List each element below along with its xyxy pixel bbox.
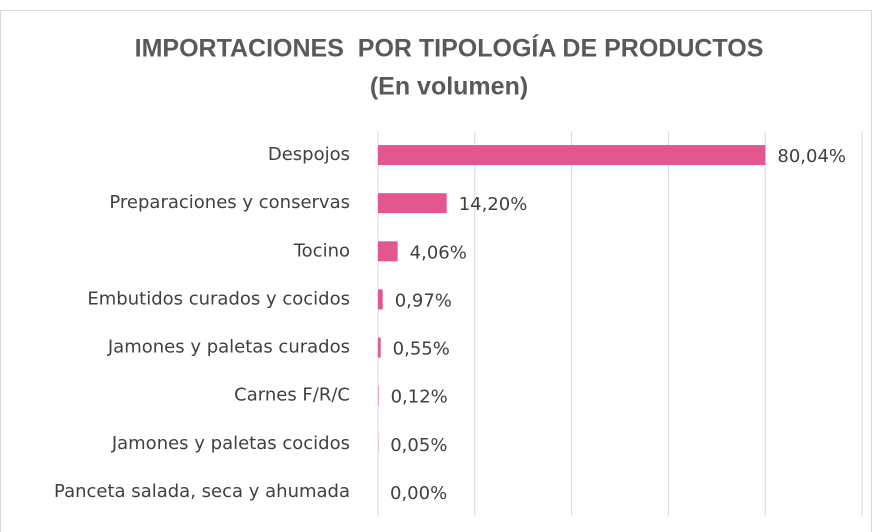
bar [378, 145, 766, 166]
chart-subtitle: (En volumen) [370, 73, 528, 101]
data-label: 0,12% [391, 387, 448, 408]
y-tick-label: Embutidos curados y cocidos [87, 288, 350, 309]
bar [378, 385, 379, 406]
y-tick-label: Preparaciones y conservas [109, 192, 350, 213]
y-tick-label: Panceta salada, seca y ahumada [54, 481, 350, 502]
y-tick-label: Jamones y paletas curados [107, 337, 350, 358]
chart-title: IMPORTACIONES POR TIPOLOGÍA DE PRODUCTOS [135, 34, 764, 63]
data-label: 0,97% [395, 290, 452, 311]
data-label: 14,20% [459, 194, 528, 215]
y-tick-label: Despojos [268, 144, 350, 165]
data-label: 0,05% [390, 435, 447, 456]
data-label: 80,04% [777, 146, 846, 167]
bar [378, 241, 398, 262]
y-tick-label: Tocino [293, 240, 350, 261]
y-tick-label: Carnes F/R/C [234, 385, 350, 406]
data-label: 4,06% [410, 242, 467, 263]
chart-frame [0, 10, 872, 532]
data-label: 0,00% [390, 483, 447, 504]
bar [378, 289, 383, 310]
bar [378, 193, 447, 214]
data-label: 0,55% [393, 339, 450, 360]
bar [378, 337, 381, 358]
y-tick-label: Jamones y paletas cocidos [111, 433, 350, 454]
